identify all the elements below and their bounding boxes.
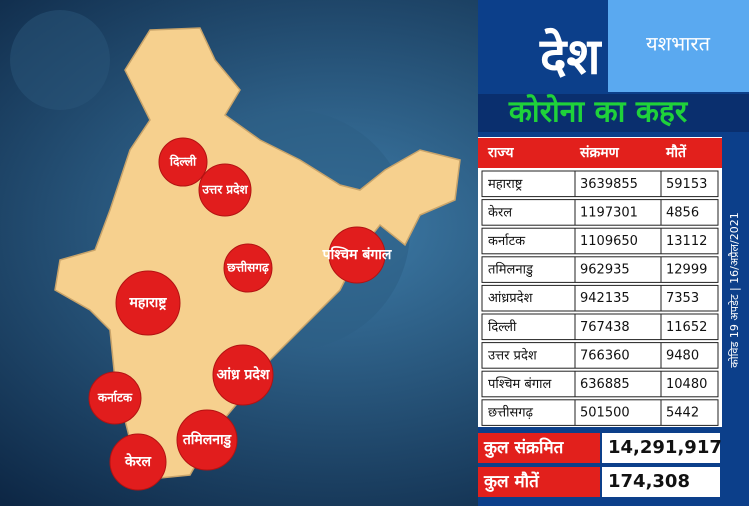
state-label: महाराष्ट्र xyxy=(129,295,168,311)
row-frame xyxy=(481,399,719,426)
cell: 636885 xyxy=(580,377,630,392)
row-frame xyxy=(481,170,719,198)
cell: 3639855 xyxy=(580,177,638,192)
state-marker xyxy=(109,433,167,491)
cell: कर्नाटक xyxy=(488,233,526,249)
cell: महाराष्ट्र xyxy=(488,177,523,192)
cell: 10480 xyxy=(666,377,707,392)
cell: दिल्ली xyxy=(488,319,517,335)
cell: 501500 xyxy=(580,406,630,421)
cell: 766360 xyxy=(580,348,630,363)
cell: 11652 xyxy=(666,320,707,335)
state-label: आंध्र प्रदेश xyxy=(217,366,270,383)
brand: यशभारत xyxy=(646,32,711,56)
cell: 13112 xyxy=(666,234,707,249)
cell: 942135 xyxy=(580,291,630,306)
cell: 767438 xyxy=(580,320,630,335)
cell: 4856 xyxy=(666,205,699,220)
column-header: संक्रमण xyxy=(579,145,620,161)
total-value: 174,308 xyxy=(608,471,690,492)
cell: केरल xyxy=(488,204,512,220)
title: देश xyxy=(539,28,603,86)
state-marker xyxy=(158,137,208,187)
cell: 12999 xyxy=(666,263,707,278)
brand-box xyxy=(608,0,749,92)
state-marker xyxy=(328,226,386,284)
state-marker xyxy=(88,371,142,425)
table-header-bg xyxy=(478,138,722,168)
total-label: कुल मौतें xyxy=(483,471,540,492)
subtitle: कोरोना का कहर xyxy=(508,94,689,130)
cell: छत्तीसगढ़ xyxy=(488,405,534,421)
row-frame xyxy=(481,313,719,341)
state-marker xyxy=(115,270,181,336)
total-label: कुल संक्रमित xyxy=(483,437,565,458)
total-label-bg xyxy=(478,467,600,497)
cell: 1197301 xyxy=(580,205,638,220)
total-value: 14,291,917 xyxy=(608,437,722,458)
row-frame xyxy=(481,256,719,283)
subtitle-bar xyxy=(478,94,749,132)
state-marker xyxy=(198,163,252,217)
row-frame xyxy=(481,284,719,312)
row-frame xyxy=(481,227,719,255)
state-label: कर्नाटक xyxy=(97,391,133,405)
side-note: कोविड 19 अपडेट | 16/अप्रैल/2021 xyxy=(728,212,741,367)
cell: 5442 xyxy=(666,406,699,421)
state-label: दिल्ली xyxy=(169,155,197,169)
virus-shape xyxy=(10,10,110,110)
cell: 962935 xyxy=(580,263,630,278)
column-header: राज्य xyxy=(487,145,514,161)
row-frame xyxy=(481,342,719,369)
state-marker xyxy=(223,243,273,293)
state-label: पश्चिम बंगाल xyxy=(322,246,392,263)
state-label: तमिलनाडु xyxy=(182,431,232,449)
state-label: केरल xyxy=(124,453,151,470)
cell: 59153 xyxy=(666,177,707,192)
state-label: उत्तर प्रदेश xyxy=(201,183,248,197)
state-marker xyxy=(176,409,238,471)
column-header: मौतें xyxy=(665,144,687,161)
cell: 9480 xyxy=(666,348,699,363)
cell: 1109650 xyxy=(580,234,638,249)
cell: पश्चिम बंगाल xyxy=(488,376,552,392)
state-marker xyxy=(212,344,274,406)
total-value-bg xyxy=(602,467,720,497)
cell: 7353 xyxy=(666,291,699,306)
cell: आंध्रप्रदेश xyxy=(488,290,534,306)
row-frame xyxy=(481,199,719,226)
row-frame xyxy=(481,370,719,398)
total-value-bg xyxy=(602,433,720,463)
cell: उत्तर प्रदेश xyxy=(488,347,538,363)
total-label-bg xyxy=(478,433,600,463)
cell: तमिलनाडु xyxy=(488,262,534,278)
state-label: छत्तीसगढ़ xyxy=(226,261,270,275)
